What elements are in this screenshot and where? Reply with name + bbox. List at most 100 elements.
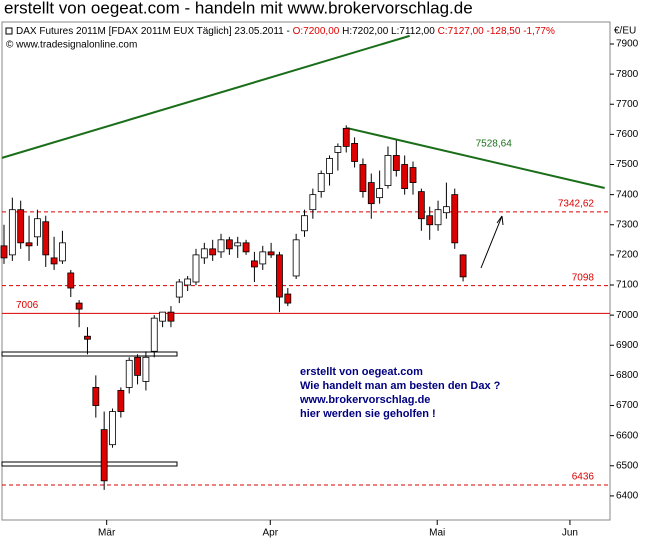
candle-body (84, 335, 91, 340)
y-tick-label: 7300 (616, 219, 639, 230)
x-tick-label: Mär (98, 528, 116, 539)
candle-body (317, 173, 325, 193)
y-tick-label: 7600 (616, 129, 639, 140)
level-label: 7342,62 (558, 199, 595, 210)
info-text: DAX Futures 2011M [FDAX 2011M EUX Täglic… (16, 26, 293, 37)
level-label: 7098 (572, 272, 595, 283)
trend-label: 7528,64 (476, 139, 513, 150)
candle-body (351, 143, 358, 162)
candle-body (50, 257, 58, 265)
candle-body (309, 194, 317, 211)
candle-body (276, 254, 283, 298)
x-tick-label: Mai (429, 528, 445, 539)
candle-body (384, 155, 392, 186)
candle-body (42, 221, 50, 256)
candle-body (209, 248, 217, 256)
candle-body (142, 356, 150, 382)
note-line: www.brokervorschlag.de (299, 394, 430, 406)
candle-body (376, 188, 384, 199)
y-tick-label: 6900 (616, 340, 639, 351)
candle-body (217, 239, 225, 253)
candle-body (417, 191, 425, 220)
candle-body (359, 164, 367, 193)
x-tick-label: Jun (562, 528, 578, 539)
level-label: 6436 (572, 472, 595, 483)
note-line: Wie handelt man am besten den Dax ? (300, 380, 501, 392)
y-tick-label: 6600 (616, 430, 639, 441)
plot-frame (1, 21, 611, 521)
candle-body (409, 167, 417, 183)
candle-body (59, 242, 66, 262)
candle-body (117, 390, 125, 412)
chart-title: erstellt von oegeat.com - handeln mit ww… (4, 0, 473, 17)
candle-body (134, 356, 141, 376)
y-tick-label: 7400 (616, 189, 639, 200)
y-unit: €/EU (614, 26, 636, 37)
note: erstellt von oegeat.com Wie handelt man … (299, 366, 501, 420)
y-tick-label: 6500 (616, 460, 639, 471)
candle-body (125, 359, 133, 388)
candle-body (75, 302, 83, 310)
candle-body (8, 209, 16, 256)
candle-body (242, 242, 250, 253)
info-hl: H:7202,00 L:7112,00 (339, 26, 437, 37)
candle-body (459, 254, 467, 278)
candle-body (159, 311, 166, 322)
candle-body (67, 272, 75, 289)
y-tick-label: 6400 (616, 491, 639, 502)
candle-body (284, 293, 292, 304)
candle-body (225, 239, 233, 250)
candle-body (292, 239, 300, 277)
info-close: C:7127,00 -128,50 -1,77% (438, 26, 555, 37)
y-tick-label: 7900 (616, 39, 639, 50)
candle-body (267, 251, 275, 256)
y-tick-label: 6800 (616, 370, 639, 381)
candle-body (434, 209, 442, 226)
info-open: O:7200,00 (293, 26, 340, 37)
candle-body (184, 278, 192, 286)
x-tick-label: Apr (262, 528, 278, 539)
level-label: 7006 (16, 300, 39, 311)
candle-body (442, 206, 450, 214)
candle-body (0, 245, 8, 259)
candle-body (92, 387, 100, 406)
y-tick-label: 7500 (616, 159, 639, 170)
candle-body (17, 209, 25, 244)
note-line: hier werden sie geholfen ! (300, 408, 436, 420)
candle-body (301, 215, 308, 232)
y-tick-label: 7200 (616, 250, 639, 261)
candle-body (259, 251, 267, 265)
candle-body (200, 248, 208, 259)
support-box (1, 351, 178, 357)
y-tick-label: 7100 (616, 280, 639, 291)
note-line: erstellt von oegeat.com (300, 366, 423, 378)
candle-body (234, 242, 242, 247)
candle-body (401, 164, 409, 190)
candle-body (451, 194, 459, 244)
legend-icon (5, 27, 13, 35)
candle-body (25, 242, 33, 247)
candle-body (167, 311, 175, 322)
trend-line (346, 127, 605, 189)
candle-body (392, 155, 400, 171)
copyright: © www.tradesignalonline.com (6, 40, 137, 51)
info-line: DAX Futures 2011M [FDAX 2011M EUX Täglic… (16, 26, 555, 37)
trend-line (1, 34, 410, 159)
arrow (480, 215, 503, 269)
arrow-head (496, 215, 504, 226)
candle-body (150, 317, 158, 352)
candle-body (109, 411, 116, 446)
support-box (1, 461, 178, 467)
candle-body (334, 146, 342, 153)
y-tick-label: 7000 (616, 310, 639, 321)
y-tick-label: 6700 (616, 400, 639, 411)
candle-body (33, 218, 41, 238)
candle-body (175, 281, 183, 298)
candle-body (426, 215, 434, 226)
candle-body (251, 260, 258, 268)
candle-body (100, 429, 108, 482)
y-tick-label: 7800 (616, 69, 639, 80)
